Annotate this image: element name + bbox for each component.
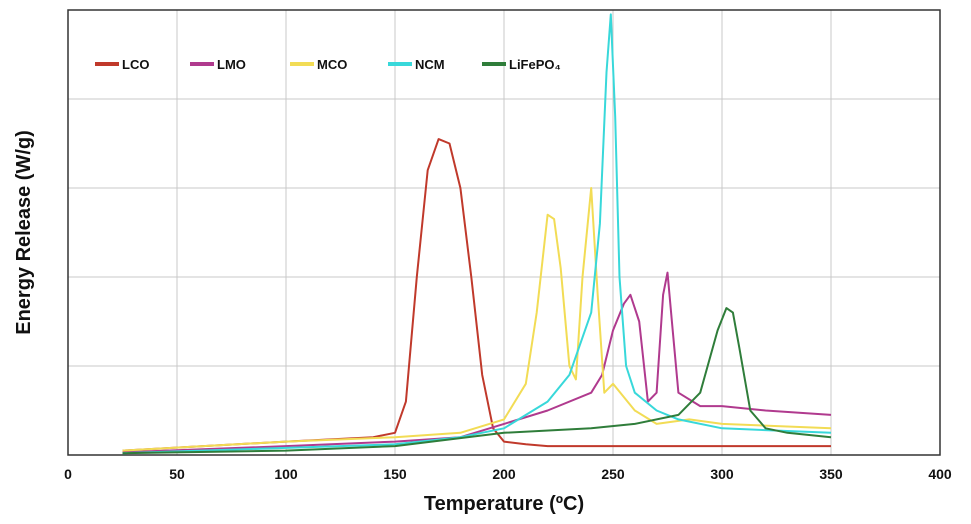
legend-label: LMO <box>217 57 246 72</box>
x-tick-label: 150 <box>383 466 407 482</box>
x-tick-label: 400 <box>928 466 952 482</box>
x-tick-label: 300 <box>710 466 734 482</box>
x-tick-label: 350 <box>819 466 843 482</box>
x-tick-label: 250 <box>601 466 625 482</box>
series-line-lco <box>122 138 831 452</box>
series-line-ncm <box>122 13 832 455</box>
legend-label: LiFePO₄ <box>509 57 561 72</box>
series-lines <box>122 13 832 455</box>
legend-label: LCO <box>122 57 149 72</box>
legend: LCO LMO MCO NCM LiFePO₄ <box>95 57 561 72</box>
y-axis-title: Energy Release (W/g) <box>13 130 35 335</box>
x-tick-label: 100 <box>274 466 298 482</box>
x-tick-labels: 0 50 100 150 200 250 300 350 400 <box>64 466 952 482</box>
legend-label: NCM <box>415 57 445 72</box>
x-axis-title: Temperature (ºC) <box>424 493 584 515</box>
grid <box>67 9 941 456</box>
legend-label: MCO <box>317 57 347 72</box>
series-line-mco <box>122 187 832 452</box>
plot-frame <box>67 9 941 456</box>
x-tick-label: 50 <box>169 466 185 482</box>
series-line-lifepo <box>122 307 832 455</box>
series-line-lmo <box>122 271 832 454</box>
x-tick-label: 200 <box>492 466 516 482</box>
x-tick-label: 0 <box>64 466 72 482</box>
